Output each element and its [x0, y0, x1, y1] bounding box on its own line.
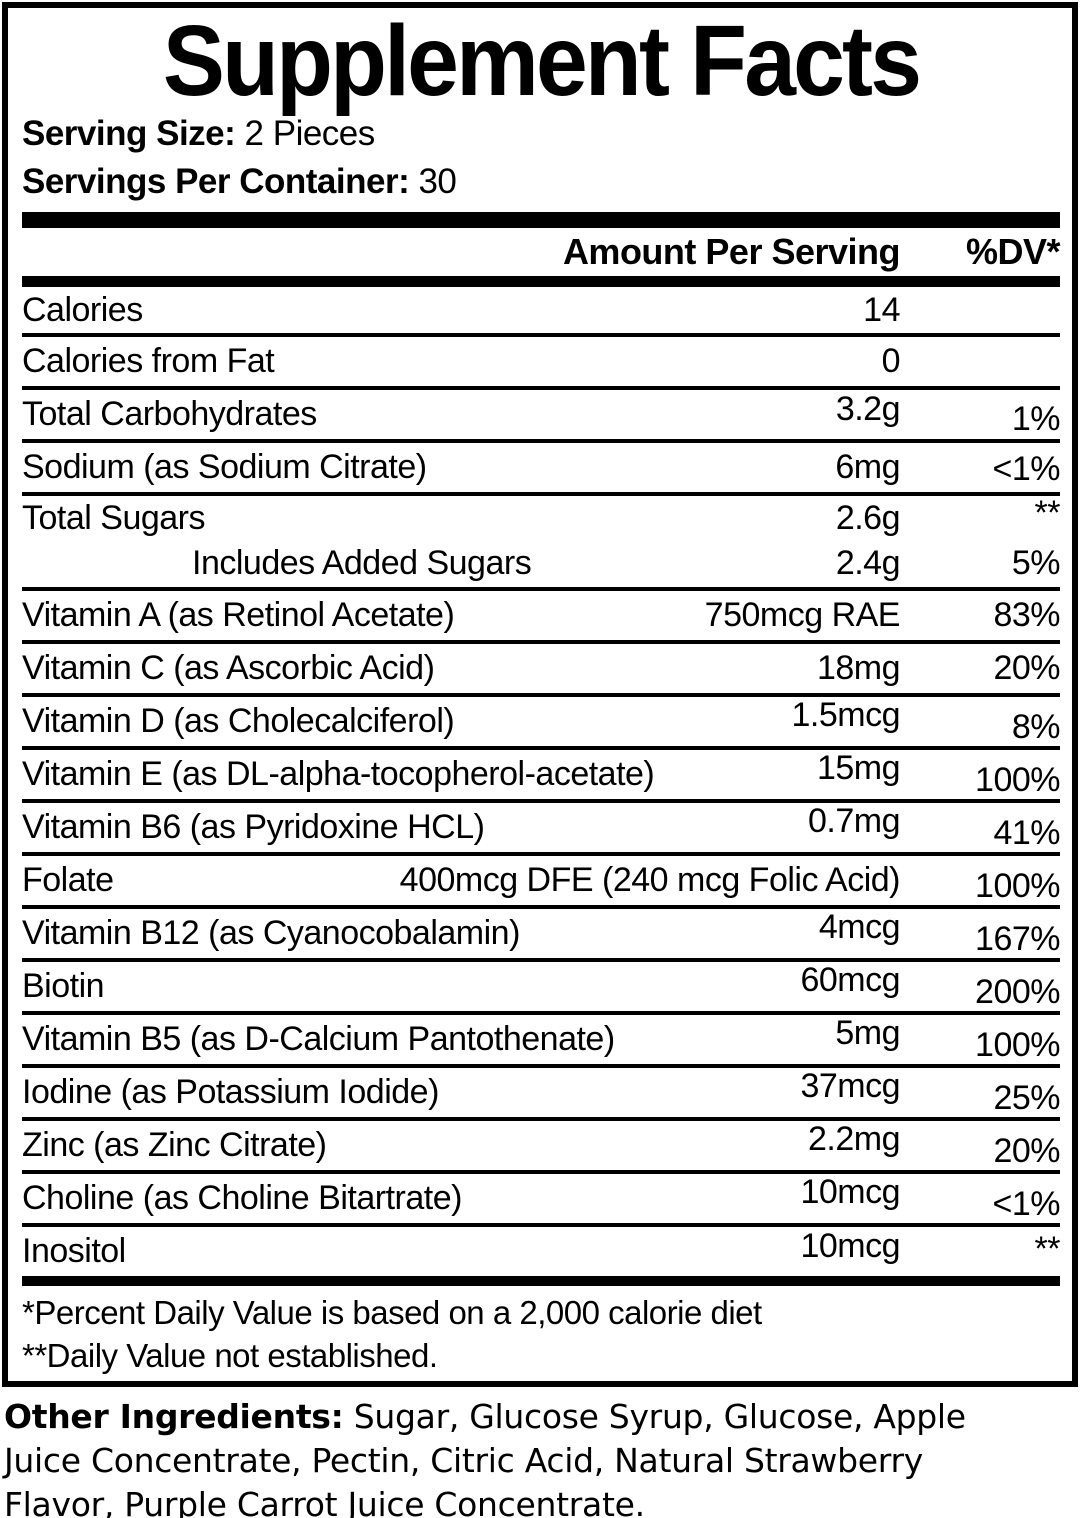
nutrient-amount: 0.7mg — [808, 802, 900, 840]
nutrient-row: Vitamin A (as Retinol Acetate) 750mcg RAE… — [22, 587, 1061, 640]
nutrient-amount: 37mcg — [800, 1067, 900, 1105]
nutrient-name: Total Carbohydrates — [22, 395, 317, 433]
nutrient-name: Calories — [22, 290, 143, 329]
nutrient-name: Vitamin D (as Cholecalciferol) — [22, 702, 455, 740]
footnotes: *Percent Daily Value is based on a 2,000… — [22, 1286, 1060, 1377]
nutrient-row: Folate 400mcg DFE (240 mcg Folic Acid) 100… — [22, 852, 1061, 905]
servings-per-container-line: Servings Per Container: 30 — [22, 158, 1060, 206]
nutrient-amount: 1.5mcg — [791, 696, 901, 734]
nutrient-dv: 20% — [993, 649, 1060, 687]
nutrient-dv: 8% — [1011, 708, 1061, 746]
nutrient-amount: 6mg — [835, 448, 900, 486]
supplement-facts-panel: Supplement Facts Serving Size: 2 Pieces … — [2, 2, 1078, 1387]
nutrient-name: Includes Added Sugars — [192, 544, 532, 582]
nutrient-amount: 5mg — [835, 1014, 900, 1052]
nutrient-row: Vitamin D (as Cholecalciferol) 1.5mcg 8% — [22, 693, 1061, 746]
nutrient-name: Vitamin C (as Ascorbic Acid) — [22, 649, 435, 687]
footnote-not-established: **Daily Value not established. — [22, 1337, 438, 1374]
nutrient-dv: <1% — [992, 450, 1061, 488]
other-ingredients: Other Ingredients: Sugar, Glucose Syrup,… — [4, 1395, 1012, 1518]
other-ingredients-text: Sugar, Glucose Syrup, Glucose, Apple Jui… — [4, 1397, 966, 1518]
nutrient-name: Inositol — [22, 1232, 126, 1270]
nutrient-name: Choline (as Choline Bitartrate) — [22, 1179, 462, 1217]
nutrient-name: Calories from Fat — [22, 342, 275, 380]
nutrient-row: Total Carbohydrates 3.2g 1% — [22, 386, 1061, 439]
nutrient-amount: 18mg — [816, 649, 901, 687]
nutrient-amount: 4mcg — [818, 908, 901, 946]
nutrient-amount: 2.6g — [835, 498, 901, 537]
nutrient-rows: Calories 14 Calories from Fat 0 Total Carboh… — [22, 287, 1061, 1276]
nutrient-row: Choline (as Choline Bitartrate) 10mcg <1% — [22, 1170, 1061, 1223]
column-header-amount: Amount Per Serving — [562, 231, 901, 272]
nutrient-row: Includes Added Sugars 2.4g 5% — [22, 540, 1061, 587]
nutrient-dv: ** — [1034, 494, 1061, 532]
divider-bar-top — [22, 212, 1060, 228]
nutrient-name: Total Sugars — [22, 498, 206, 537]
divider-bar-header — [22, 276, 1060, 287]
serving-size-value: 2 Pieces — [244, 114, 376, 153]
nutrient-row: Vitamin B6 (as Pyridoxine HCL) 0.7mg 41% — [22, 799, 1061, 852]
servings-per-container-label: Servings Per Container: — [22, 162, 410, 201]
nutrient-row: Sodium (as Sodium Citrate) 6mg <1% — [22, 439, 1061, 492]
nutrient-amount: 15mg — [816, 749, 901, 787]
column-header-row: Amount Per Serving %DV* — [22, 228, 1061, 276]
serving-size-label: Serving Size: — [22, 114, 236, 153]
nutrient-row: Iodine (as Potassium Iodide) 37mcg 25% — [22, 1064, 1061, 1117]
nutrient-dv: 100% — [975, 1026, 1060, 1064]
nutrient-name: Iodine (as Potassium Iodide) — [22, 1073, 439, 1111]
nutrient-row: Vitamin B5 (as D-Calcium Pantothenate) 5m… — [22, 1011, 1061, 1064]
nutrient-row: Calories 14 — [22, 287, 1060, 333]
nutrient-dv: 100% — [975, 761, 1060, 799]
nutrient-amount: 750mcg RAE — [704, 596, 901, 634]
panel-title: Supplement Facts — [162, 5, 922, 117]
nutrient-row: Vitamin B12 (as Cyanocobalamin) 4mcg 167% — [22, 905, 1061, 958]
servings-per-container-value: 30 — [418, 162, 457, 201]
nutrient-name: Vitamin A (as Retinol Acetate) — [22, 596, 455, 634]
nutrient-dv: 5% — [1011, 544, 1061, 582]
nutrient-name: Vitamin B5 (as D-Calcium Pantothenate) — [22, 1020, 615, 1058]
nutrient-amount: 400mcg DFE (240 mcg Folic Acid) — [399, 861, 901, 899]
nutrient-amount: 14 — [863, 290, 900, 329]
divider-bar-footnote — [22, 1276, 1060, 1286]
nutrient-row: Vitamin E (as DL-alpha-tocopherol-acetat… — [22, 746, 1061, 799]
nutrient-name: Vitamin E (as DL-alpha-tocopherol-acetat… — [22, 755, 655, 793]
nutrient-dv: 25% — [993, 1079, 1060, 1117]
footnote-percent-dv: *Percent Daily Value is based on a 2,000… — [22, 1294, 762, 1331]
nutrient-amount: 0 — [881, 342, 901, 380]
nutrient-name: Folate — [22, 861, 114, 899]
nutrient-dv: ** — [1034, 1230, 1061, 1268]
nutrient-dv: 41% — [993, 814, 1060, 852]
nutrient-dv: 20% — [993, 1132, 1060, 1170]
nutrient-dv: 167% — [975, 920, 1060, 958]
nutrient-row: Vitamin C (as Ascorbic Acid) 18mg 20% — [22, 640, 1061, 693]
nutrient-dv: 100% — [975, 867, 1060, 905]
serving-size-line: Serving Size: 2 Pieces — [22, 110, 1060, 158]
nutrient-name: Zinc (as Zinc Citrate) — [22, 1126, 327, 1164]
nutrient-amount: 2.4g — [835, 544, 901, 582]
other-ingredients-label: Other Ingredients: — [4, 1397, 344, 1436]
nutrient-row: Calories from Fat 0 — [22, 333, 1060, 386]
nutrient-name: Biotin — [22, 967, 105, 1005]
nutrient-amount: 3.2g — [835, 390, 901, 428]
column-header-dv: %DV* — [965, 231, 1061, 272]
nutrient-row: Biotin 60mcg 200% — [22, 958, 1061, 1011]
nutrient-row: Inositol 10mcg ** — [22, 1223, 1061, 1276]
nutrient-amount: 60mcg — [800, 961, 900, 999]
nutrient-name: Vitamin B6 (as Pyridoxine HCL) — [22, 808, 485, 846]
nutrient-dv: 83% — [993, 596, 1060, 634]
nutrient-dv: 1% — [1011, 400, 1061, 438]
nutrient-amount: 10mcg — [800, 1173, 900, 1211]
nutrient-dv: <1% — [992, 1185, 1061, 1223]
nutrient-amount: 2.2mg — [808, 1120, 900, 1158]
nutrient-name: Vitamin B12 (as Cyanocobalamin) — [22, 914, 520, 952]
nutrient-dv: 200% — [975, 973, 1060, 1011]
nutrient-row: Total Sugars 2.6g ** — [22, 492, 1061, 540]
nutrient-name: Sodium (as Sodium Citrate) — [22, 448, 427, 486]
nutrient-amount: 10mcg — [800, 1227, 900, 1265]
nutrient-row: Zinc (as Zinc Citrate) 2.2mg 20% — [22, 1117, 1061, 1170]
